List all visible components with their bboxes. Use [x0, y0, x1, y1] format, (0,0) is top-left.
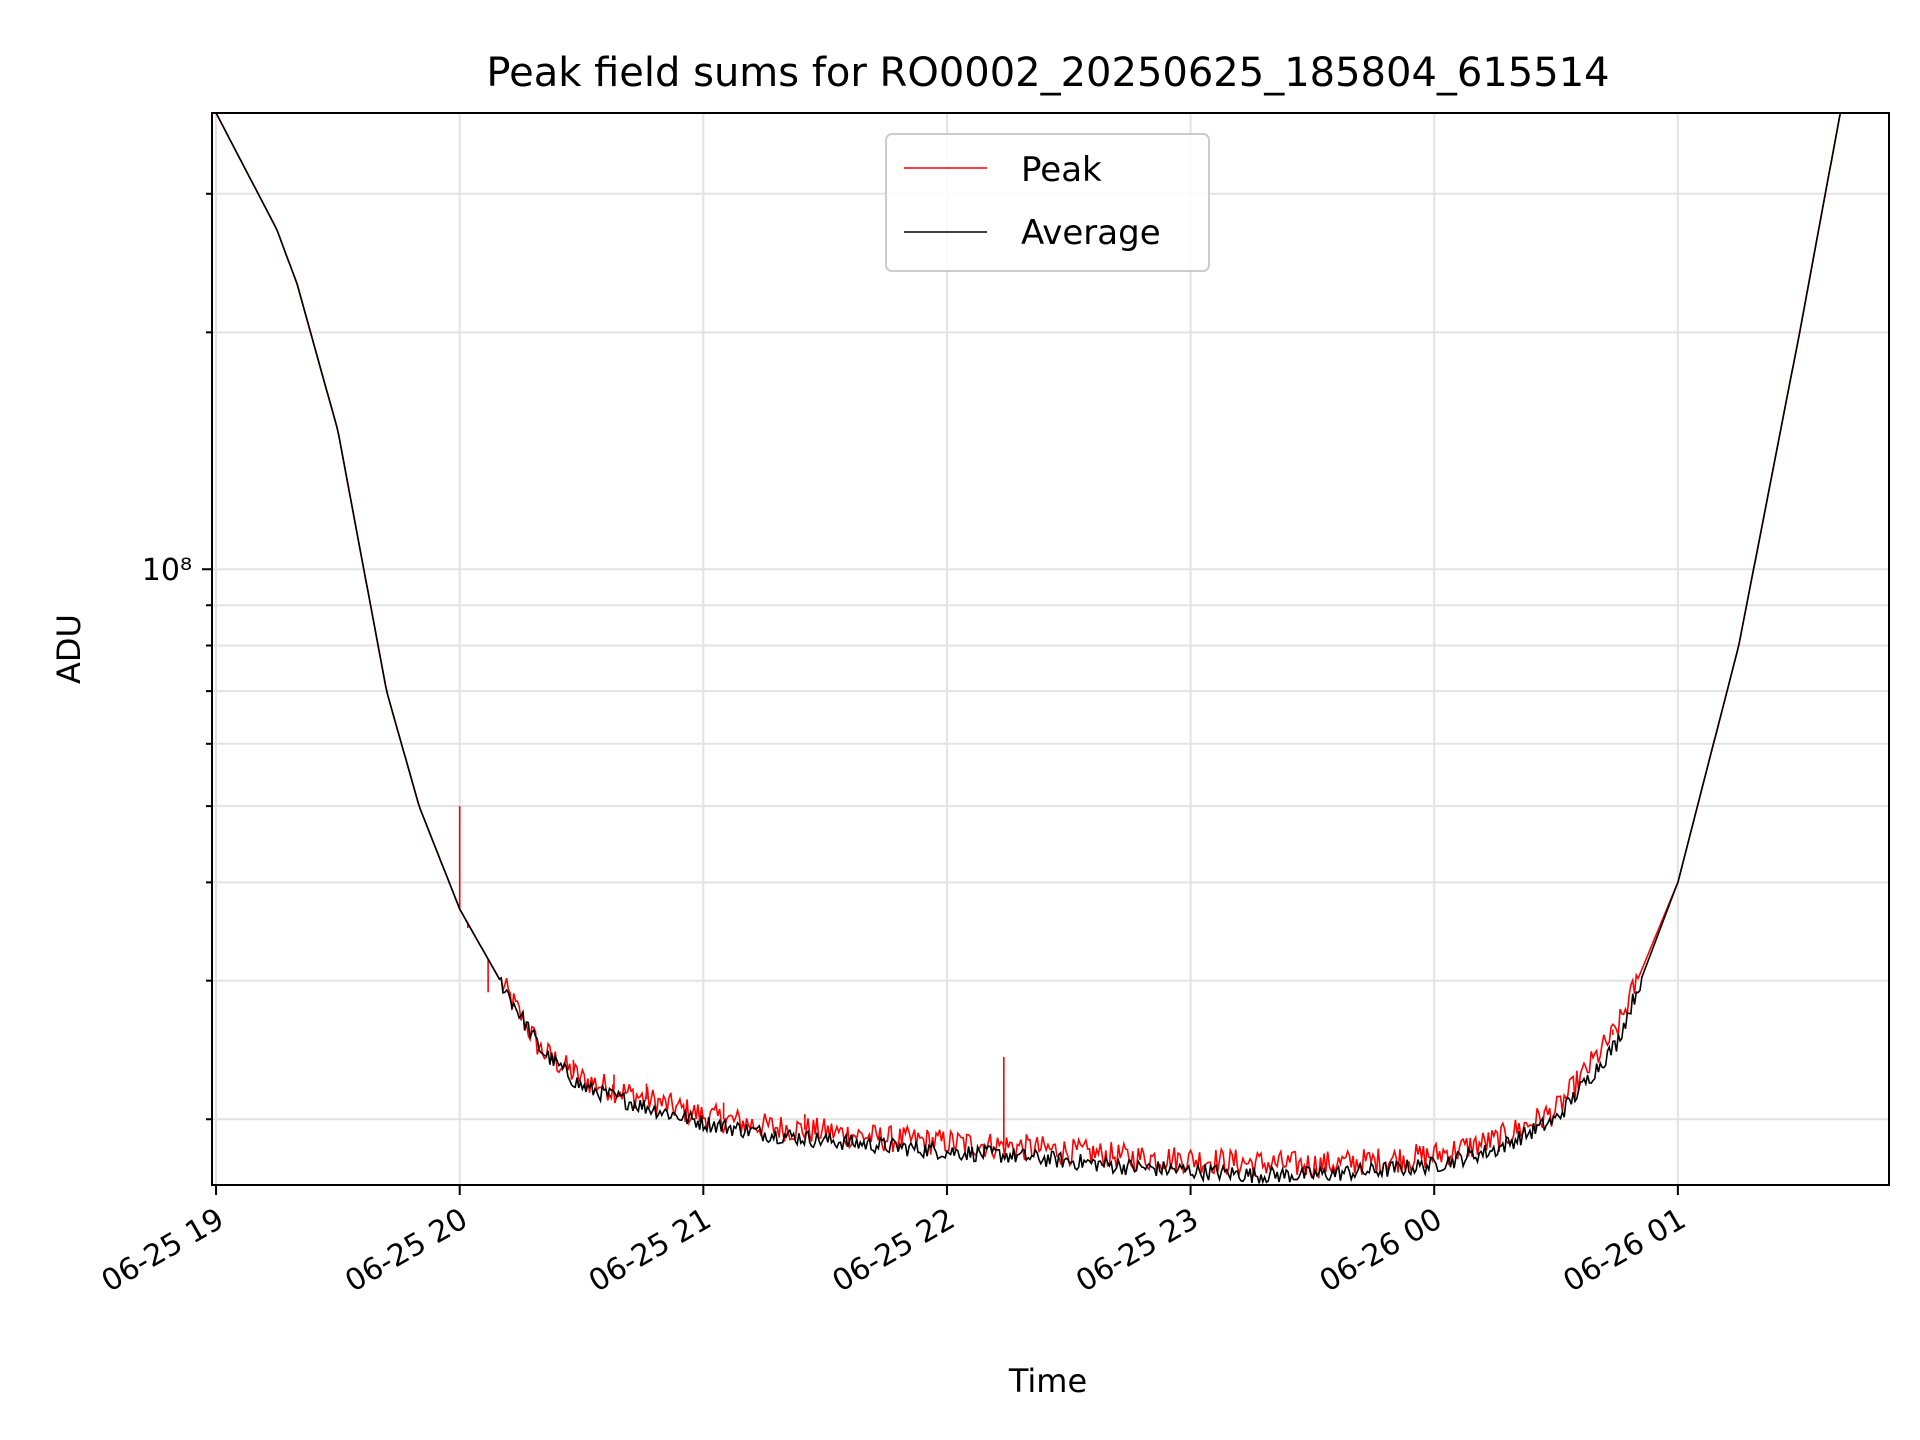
x-axis-label: Time [1008, 1362, 1087, 1400]
chart-title: Peak field sums for RO0002_20250625_1858… [486, 50, 1609, 96]
plot-frame [211, 112, 1890, 1186]
legend: Peak Average [885, 133, 1210, 272]
legend-average-label: Average [1021, 213, 1161, 253]
grid [212, 113, 1889, 1185]
series-line-average [215, 112, 1842, 1185]
y-tick-label: 10⁸ [142, 553, 192, 588]
legend-peak-label: Peak [1021, 150, 1102, 190]
series-layer [215, 112, 1842, 1185]
y-axis-label: ADU [50, 614, 88, 684]
